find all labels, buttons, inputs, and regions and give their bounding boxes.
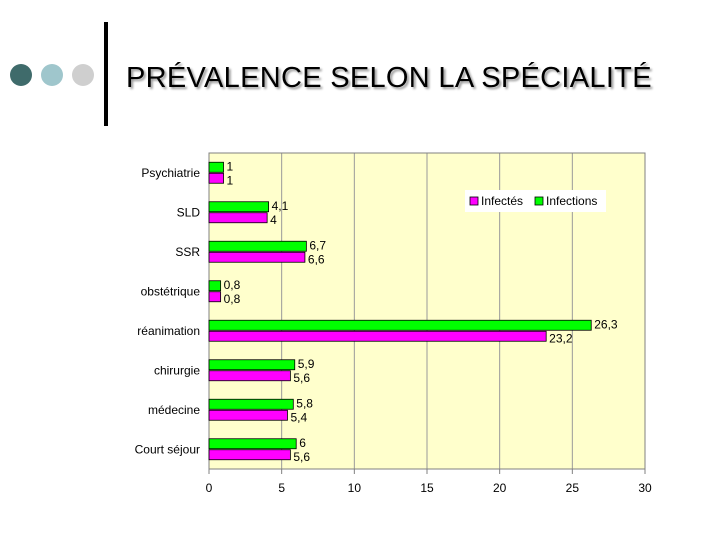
plot-frame xyxy=(208,152,646,470)
x-tick-label: 15 xyxy=(420,481,434,495)
bar-infections xyxy=(208,280,222,292)
bar-infections xyxy=(208,359,296,371)
category-label: obstétrique xyxy=(141,284,201,298)
bar-infections xyxy=(208,438,297,450)
data-label-infections: 6,7 xyxy=(309,238,326,252)
bar-infectes xyxy=(208,172,224,184)
data-label-infections: 5,9 xyxy=(298,357,315,371)
bar-infectes xyxy=(208,212,268,224)
title-divider xyxy=(104,22,108,126)
x-tick-label: 5 xyxy=(278,481,285,495)
x-tick-label: 10 xyxy=(348,481,362,495)
data-label-infectes: 5,6 xyxy=(293,371,310,385)
bar-infectes xyxy=(208,330,547,342)
category-label: réanimation xyxy=(137,324,200,338)
legend-swatch-infectes xyxy=(469,196,479,206)
category-label: Psychiatrie xyxy=(141,166,200,180)
slide-title: PRÉVALENCE SELON LA SPÉCIALITÉ xyxy=(126,62,652,94)
decorative-dots xyxy=(10,64,94,86)
bar-infections xyxy=(208,319,592,331)
data-label-infectes: 23,2 xyxy=(549,331,573,345)
bar-infections xyxy=(208,201,269,213)
category-label: SSR xyxy=(175,245,200,259)
bar-infectes xyxy=(208,370,291,382)
x-tick-label: 25 xyxy=(566,481,580,495)
bar-infectes xyxy=(208,291,222,303)
data-label-infections: 1 xyxy=(227,159,234,173)
data-label-infections: 0,8 xyxy=(224,278,241,292)
data-label-infectes: 5,6 xyxy=(293,450,310,464)
decor-dot-teal xyxy=(41,64,63,86)
x-tick-label: 0 xyxy=(206,481,213,495)
decor-dot-grey xyxy=(72,64,94,86)
bar-infections xyxy=(208,161,224,173)
data-label-infectes: 6,6 xyxy=(308,252,325,266)
data-label-infections: 5,8 xyxy=(296,396,313,410)
bar-infectes xyxy=(208,449,291,461)
x-tick-label: 30 xyxy=(638,481,652,495)
legend-label-infections: Infections xyxy=(546,194,597,208)
data-label-infections: 26,3 xyxy=(594,317,618,331)
legend-swatch-infections xyxy=(534,196,544,206)
bar-infectes xyxy=(208,409,288,421)
bar-infections xyxy=(208,398,294,410)
decor-dot-dark xyxy=(10,64,32,86)
bar-infections xyxy=(208,240,307,252)
data-label-infections: 4,1 xyxy=(272,199,289,213)
category-label: Court séjour xyxy=(135,442,200,456)
category-label: médecine xyxy=(148,403,200,417)
x-tick-label: 20 xyxy=(493,481,507,495)
data-label-infectes: 1 xyxy=(227,173,234,187)
data-label-infectes: 0,8 xyxy=(224,292,241,306)
data-label-infections: 6 xyxy=(299,436,306,450)
category-label: chirurgie xyxy=(154,363,200,377)
data-label-infectes: 5,4 xyxy=(290,410,307,424)
category-label: SLD xyxy=(177,205,201,219)
data-label-infectes: 4 xyxy=(270,213,277,227)
legend-label-infectes: Infectés xyxy=(481,194,523,208)
bar-infectes xyxy=(208,251,306,263)
